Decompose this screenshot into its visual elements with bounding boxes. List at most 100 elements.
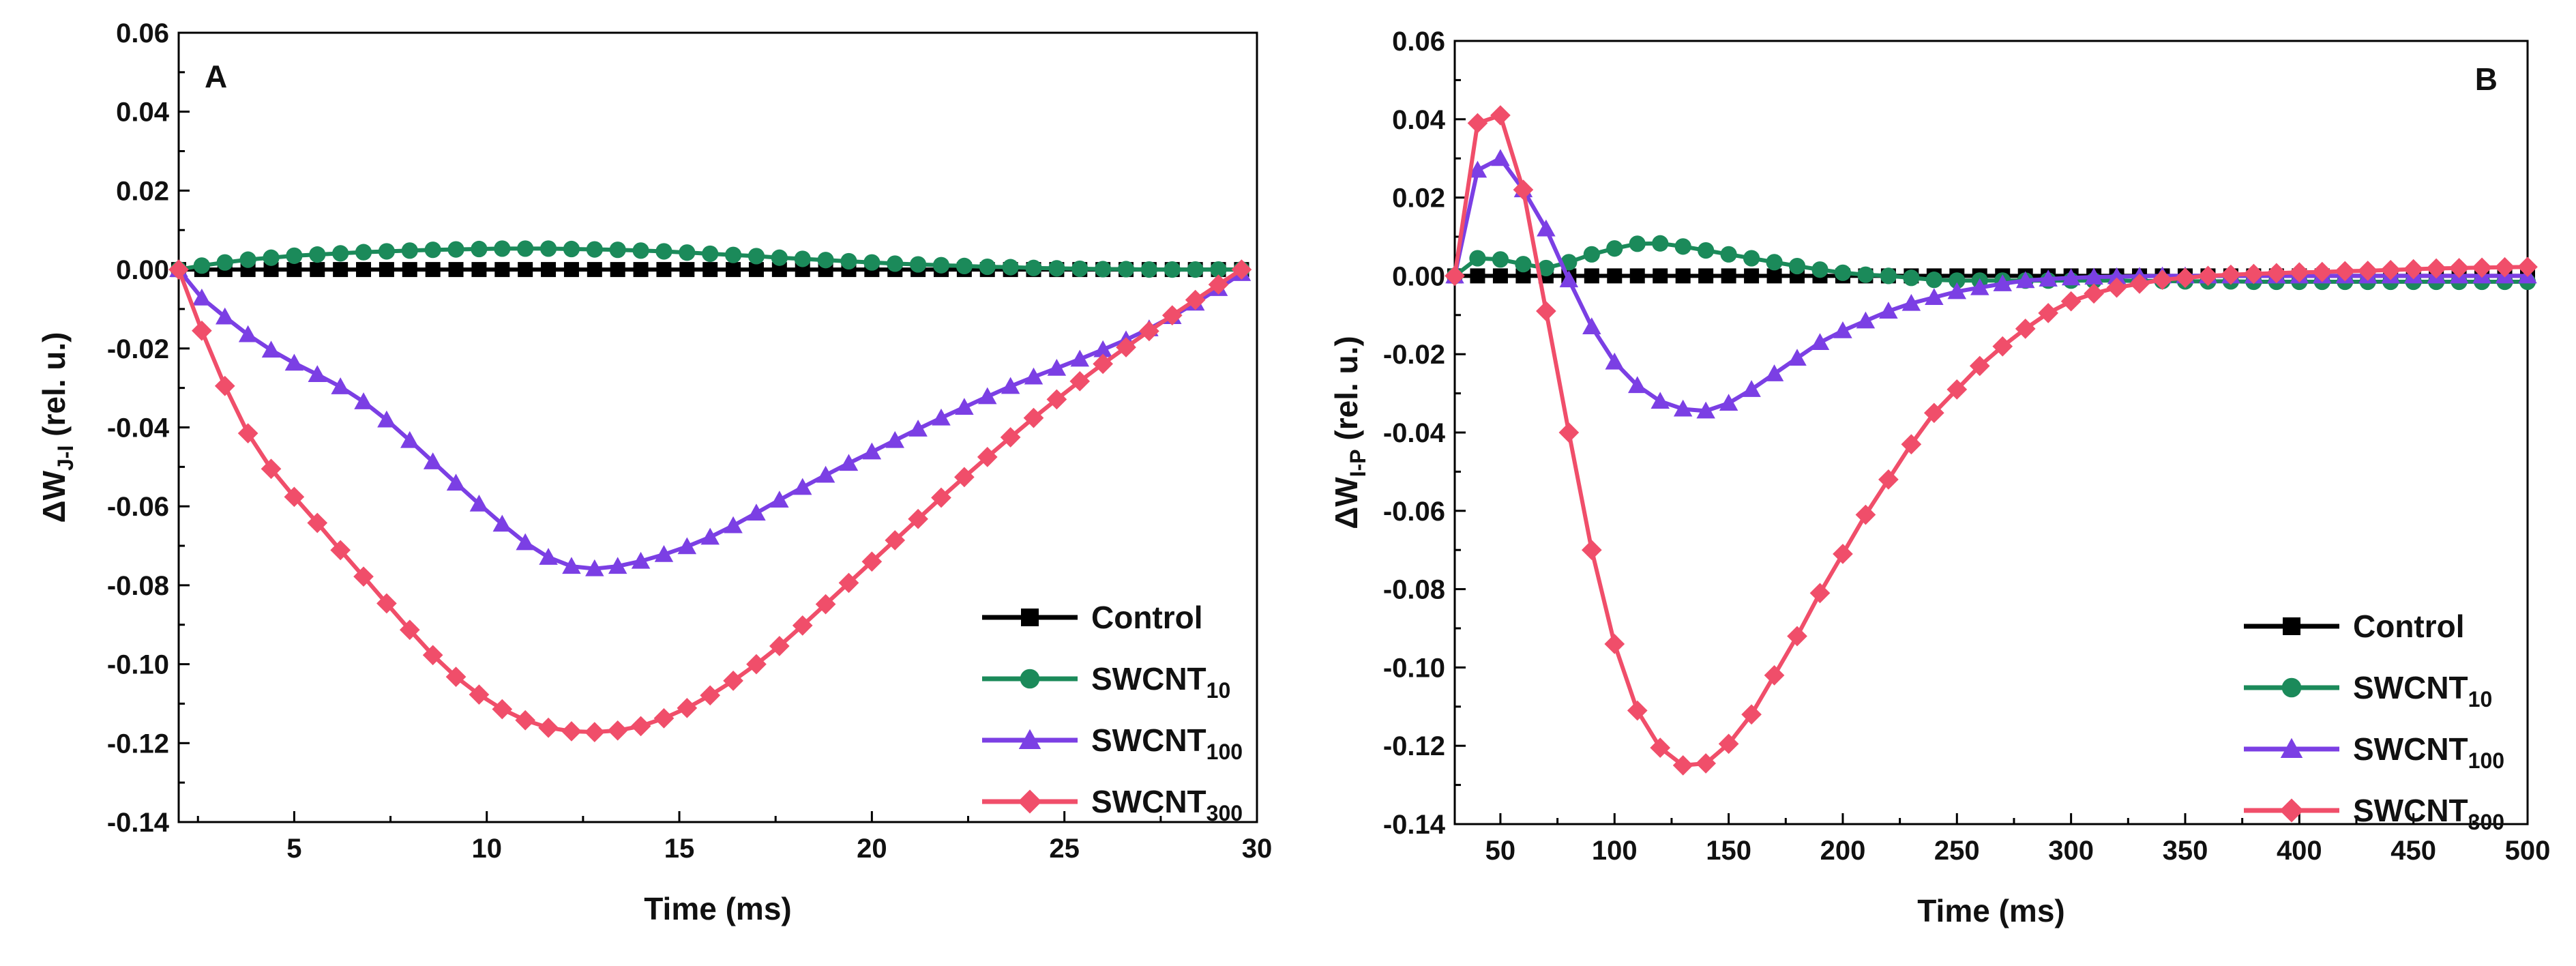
data-point [2266, 263, 2287, 284]
data-point [192, 289, 211, 306]
data-point [330, 540, 351, 561]
data-point [653, 708, 675, 729]
x-tick-label: 100 [1592, 836, 1638, 866]
data-point [1093, 353, 1113, 375]
data-point [1491, 149, 1510, 166]
y-tick-label: -0.02 [107, 334, 169, 364]
data-point [954, 467, 975, 488]
data-point [1788, 349, 1807, 366]
data-point [1742, 380, 1761, 397]
data-point [1492, 268, 1508, 284]
y-axis-title-group: ΔWI-P (rel. u.) [1329, 336, 1370, 529]
data-point [1674, 238, 1691, 255]
data-point [1584, 268, 1599, 284]
data-point [354, 392, 373, 409]
y-tick-label: 0.04 [116, 98, 170, 128]
data-point [1901, 293, 1921, 311]
data-point [2152, 269, 2173, 290]
data-point [402, 262, 417, 278]
y-tick-label: -0.14 [107, 808, 170, 838]
chart-panel-a: -0.14 -0.12 -0.10 -0.08 -0.06 -0.04 -0.02 0.00 0… [36, 18, 1272, 926]
data-point [1537, 259, 1554, 277]
data-point [1468, 160, 1487, 178]
data-point [168, 259, 189, 280]
data-point [1855, 504, 1876, 525]
data-point [1515, 256, 1532, 273]
data-point [1470, 268, 1485, 284]
data-point [586, 241, 603, 258]
data-point [1046, 389, 1067, 410]
data-point [541, 262, 557, 278]
data-point [1606, 240, 1623, 257]
y-tick-label: 0.04 [1392, 105, 1446, 135]
data-point [516, 533, 535, 551]
data-point [746, 654, 767, 675]
data-point [310, 262, 325, 278]
y-tick-label: -0.06 [1383, 497, 1445, 527]
data-point [401, 242, 418, 259]
data-point [286, 247, 303, 264]
data-point [1231, 259, 1252, 280]
x-tick-label: 50 [1485, 836, 1516, 866]
data-point [539, 240, 557, 257]
data-point [1903, 269, 1920, 287]
data-point [1970, 278, 1989, 295]
data-point [1537, 219, 1556, 237]
plot-frame [177, 31, 1258, 823]
data-point [333, 262, 349, 278]
data-point [1880, 267, 1897, 284]
chart-panel-b: -0.14 -0.12 -0.10 -0.08 -0.06 -0.04 -0.02 0.00 0… [1329, 27, 2550, 928]
data-point [748, 262, 764, 278]
data-point [1467, 113, 1488, 134]
y-tick-label: 0.06 [1392, 27, 1445, 57]
data-point [862, 442, 882, 460]
legend-marker [2279, 798, 2304, 823]
data-point [562, 557, 581, 574]
data-point [2380, 259, 2401, 280]
data-point [1925, 288, 1944, 305]
data-point [1069, 370, 1091, 392]
data-point [861, 551, 883, 572]
data-point [1140, 261, 1157, 278]
legend-label: SWCNT10 [1091, 661, 1230, 703]
data-point [747, 248, 765, 265]
data-point [2426, 258, 2446, 279]
y-tick-label: -0.12 [107, 729, 169, 759]
data-point [492, 699, 513, 720]
data-point [1070, 349, 1090, 367]
data-point [237, 423, 258, 444]
data-point [2494, 257, 2515, 278]
data-point [307, 512, 328, 533]
data-point [1672, 755, 1693, 776]
legend-label: SWCNT300 [1091, 784, 1243, 825]
data-point [1559, 270, 1579, 288]
data-point [471, 262, 487, 278]
series-swcnt300 [168, 259, 1252, 742]
data-point [679, 244, 696, 261]
data-point [2039, 269, 2058, 287]
legend-label: SWCNT100 [1091, 722, 1243, 764]
data-point [885, 430, 904, 448]
x-tick-label: 30 [1242, 834, 1273, 864]
data-point [216, 254, 233, 271]
y-tick-label: 0.00 [1392, 261, 1445, 291]
data-point [1787, 626, 1807, 647]
x-tick-label: 15 [664, 834, 695, 864]
y-axis-title: ΔWJ-I (rel. u.) [36, 332, 78, 523]
y-axis-title: ΔWI-P (rel. u.) [1329, 336, 1370, 529]
data-point [561, 721, 582, 742]
data-point [747, 503, 766, 521]
data-point [816, 465, 835, 483]
data-point [2289, 262, 2310, 283]
y-tick-label: -0.10 [107, 650, 169, 680]
x-tick-label: 25 [1049, 834, 1080, 864]
y-axis-title-group: ΔWJ-I (rel. u.) [36, 332, 78, 523]
data-point [2403, 259, 2424, 280]
series-swcnt300 [1445, 105, 2538, 776]
data-point [1766, 268, 1782, 284]
data-point [2015, 271, 2035, 289]
data-point [1627, 376, 1647, 394]
data-point [1583, 246, 1600, 263]
x-tick-label: 20 [857, 834, 887, 864]
data-point [2106, 277, 2127, 298]
